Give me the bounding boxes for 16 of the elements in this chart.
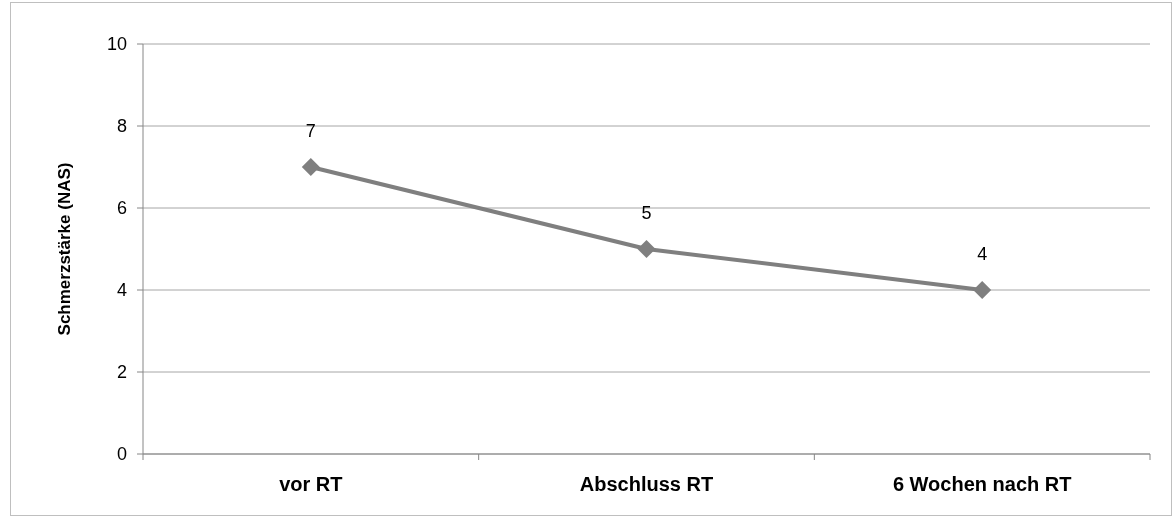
data-label: 4: [977, 244, 988, 264]
x-tick-label: vor RT: [279, 473, 343, 495]
point: [973, 281, 992, 299]
y-axis-title: Schmerzstärke (NAS): [55, 162, 74, 336]
y-tick-label: 0: [116, 444, 127, 465]
x-tick-label: Abschluss RT: [579, 473, 714, 495]
y-tick-label: 10: [106, 34, 127, 55]
y-tick-label: 4: [116, 280, 127, 301]
data-label: 7: [305, 121, 316, 141]
y-tick-label: 2: [116, 362, 127, 383]
y-tick-label: 6: [116, 198, 127, 219]
data-label: 5: [641, 203, 652, 223]
point: [301, 158, 320, 176]
point: [637, 240, 656, 258]
y-tick-label: 8: [116, 116, 127, 137]
x-tick-label: 6 Wochen nach RT: [892, 473, 1072, 495]
